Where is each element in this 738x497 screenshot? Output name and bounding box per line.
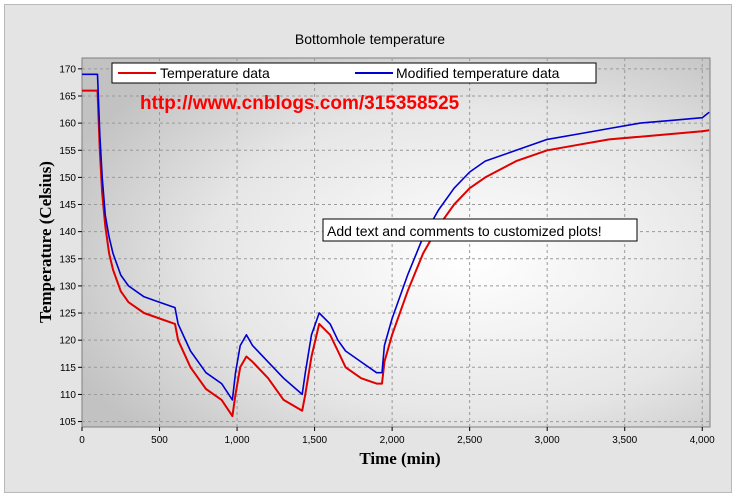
y-tick-label: 150 — [59, 173, 76, 184]
x-tick-label: 1,500 — [302, 435, 327, 446]
legend-label-temperature: Temperature data — [160, 65, 270, 81]
x-tick-label: 3,000 — [535, 435, 560, 446]
y-tick-label: 145 — [59, 200, 76, 211]
annotation-box: Add text and comments to customized plot… — [322, 218, 638, 242]
y-tick-label: 160 — [59, 119, 76, 130]
chart-title: Bottomhole temperature — [295, 31, 445, 47]
series-modified-temperature-data — [82, 73, 710, 401]
y-tick-label: 115 — [60, 363, 76, 374]
x-tick-label: 500 — [151, 435, 168, 446]
y-axis-label: Temperature (Celsius) — [36, 161, 55, 323]
plot-area — [81, 57, 711, 428]
x-tick-label: 0 — [79, 435, 85, 446]
annotation-text: Add text and comments to customized plot… — [327, 223, 602, 239]
y-tick-label: 105 — [59, 417, 76, 428]
y-tick-label: 140 — [59, 227, 76, 238]
series-layer — [82, 73, 710, 418]
legend-box — [111, 62, 597, 84]
series-temperature-data — [82, 89, 710, 418]
y-tick-label: 170 — [59, 64, 76, 75]
x-tick-label: 2,000 — [380, 435, 405, 446]
y-tick-label: 130 — [59, 281, 76, 292]
x-axis-label: Time (min) — [359, 449, 440, 468]
x-tick-label: 2,500 — [457, 435, 482, 446]
x-tick-label: 4,000 — [690, 435, 715, 446]
y-tick-label: 135 — [59, 254, 76, 265]
tick-layer: 0 500 1,000 1,500 2,000 2,500 3,000 3,500 4,000 1… — [59, 64, 715, 446]
x-tick-label: 3,500 — [612, 435, 637, 446]
y-tick-label: 120 — [59, 336, 76, 347]
x-tick-label: 1,000 — [225, 435, 250, 446]
annotation-box-border — [322, 218, 638, 242]
legend-label-modified: Modified temperature data — [396, 65, 560, 81]
y-tick-label: 125 — [59, 309, 76, 320]
y-tick-label: 165 — [59, 91, 76, 102]
watermark-url: http://www.cnblogs.com/315358525 — [140, 93, 460, 114]
legend: Temperature data Modified temperature da… — [111, 62, 597, 84]
y-tick-label: 110 — [60, 390, 76, 401]
y-tick-label: 155 — [59, 146, 76, 157]
